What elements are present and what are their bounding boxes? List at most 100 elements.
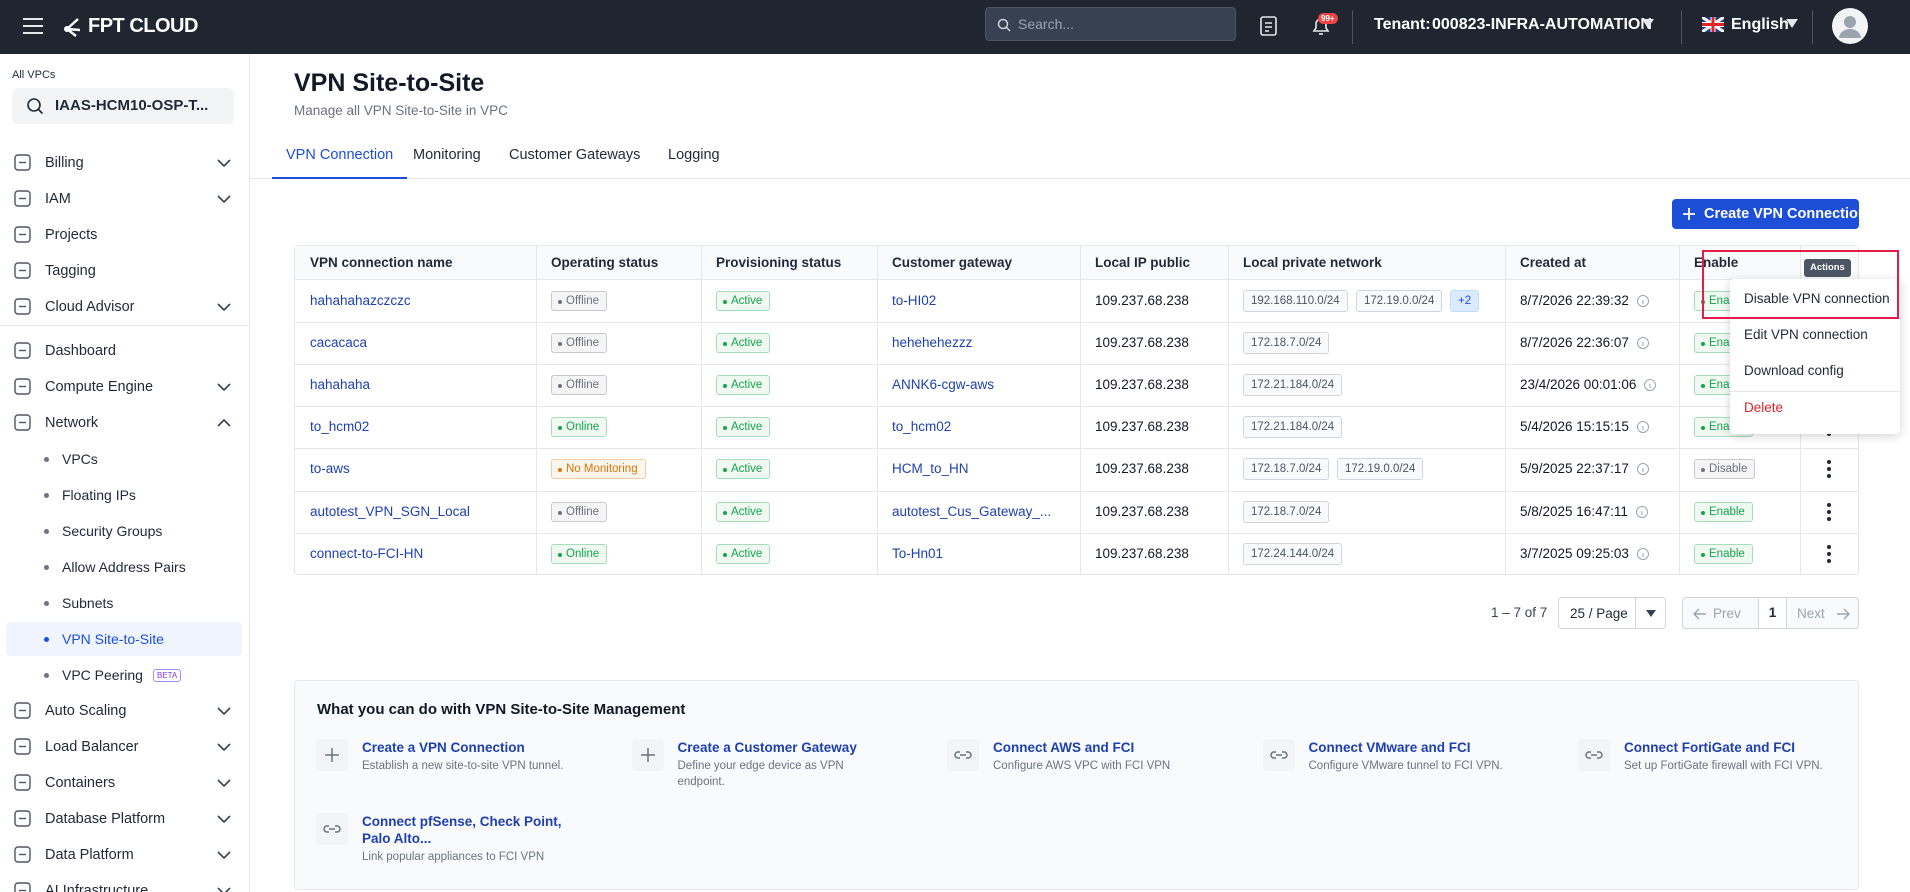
status-badge: Active [716, 417, 771, 438]
page-title: VPN Site-to-Site [294, 69, 485, 97]
tips-title: What you can do with VPN Site-to-Site Ma… [317, 701, 686, 718]
menu-item[interactable]: Download config [1744, 363, 1844, 378]
caret [1646, 610, 1656, 618]
customer-gateway[interactable]: autotest_Cus_Gateway_... [892, 503, 1052, 519]
column-divider [1679, 246, 1680, 574]
info-icon-glyph [1637, 337, 1649, 350]
row-actions[interactable] [1826, 502, 1832, 522]
tip-icon [947, 739, 979, 771]
tenant[interactable]: 000823-INFRA-AUTOMATION [1432, 16, 1652, 33]
language[interactable]: English [1731, 16, 1789, 33]
pager: Prev 1 Next [1682, 597, 1859, 629]
sidebar-item[interactable]: Security Groups [6, 514, 242, 548]
sidebar-item[interactable]: VPCs [6, 442, 242, 476]
info-icon [1636, 336, 1650, 350]
menu-item[interactable]: Disable VPN connection [1744, 291, 1890, 306]
customer-gateway[interactable]: To-Hn01 [892, 545, 944, 561]
sidebar-item[interactable]: VPN Site-to-Site [6, 622, 242, 656]
tip-title[interactable]: Connect FortiGate and FCI [1624, 740, 1796, 755]
connection-name[interactable]: connect-to-FCI-HN [310, 545, 424, 561]
sidebar-icon-glyph [14, 774, 31, 791]
connection-name[interactable]: hahahahazczczc [310, 293, 411, 309]
create-button-label: Create VPN Connection [1704, 206, 1867, 222]
row-actions[interactable] [1826, 544, 1832, 564]
connection-name[interactable]: hahahaha [310, 377, 371, 393]
column-divider [1228, 246, 1229, 574]
tab[interactable]: Customer Gateways [509, 147, 641, 163]
status-badge: Active [716, 459, 771, 480]
customer-gateway[interactable]: to_hcm02 [892, 419, 952, 435]
sidebar-item[interactable]: Database Platform [6, 802, 242, 836]
tab[interactable]: VPN Connection [272, 147, 408, 179]
sidebar-item[interactable]: Floating IPs [6, 478, 242, 512]
select-divider [1635, 598, 1636, 628]
tip-title[interactable]: Connect VMware and FCI [1308, 740, 1471, 755]
current-page[interactable]: 1 [1758, 598, 1787, 628]
tab[interactable]: Logging [668, 147, 720, 163]
menu-icon[interactable] [22, 16, 44, 36]
avatar[interactable] [1831, 7, 1869, 45]
chevron-glyph [217, 815, 231, 824]
sidebar-item[interactable]: Data Platform [6, 838, 242, 872]
sidebar-item[interactable]: Network [6, 406, 242, 440]
tip-icon-glyph [1585, 751, 1603, 759]
sidebar-item[interactable]: Dashboard [6, 334, 242, 368]
info-icon-glyph [1637, 463, 1649, 476]
connection-name[interactable]: to-aws [310, 461, 350, 477]
sidebar-item[interactable]: IAM [6, 182, 242, 216]
sidebar-item[interactable]: Load Balancer [6, 730, 242, 764]
tip-title[interactable]: Connect pfSense, Check Point, Palo Alto.… [362, 814, 562, 846]
chevron [216, 884, 232, 892]
more-chip[interactable]: +2 [1450, 290, 1480, 313]
sidebar-item[interactable]: AI Infrastructure [6, 874, 242, 892]
menu-item[interactable]: Delete [1744, 400, 1784, 415]
sidebar-item[interactable]: VPC Peering BETA [6, 658, 242, 692]
beta-badge: BETA [152, 669, 182, 682]
page-size-select[interactable]: 25 / Page [1558, 597, 1666, 629]
info-icon-glyph [1637, 547, 1649, 560]
separator [1352, 10, 1353, 44]
sidebar-icon-glyph [14, 342, 31, 359]
sidebar-item[interactable]: Compute Engine [6, 370, 242, 404]
sidebar-divider [0, 325, 249, 326]
sidebar-item[interactable]: Allow Address Pairs [6, 550, 242, 584]
sidebar-item[interactable]: Subnets [6, 586, 242, 620]
customer-gateway[interactable]: hehehehezzz [892, 335, 973, 351]
sidebar-item[interactable]: Cloud Advisor [6, 290, 242, 324]
sidebar-icon [13, 377, 33, 397]
main: VPN Site-to-Site Manage all VPN Site-to-… [250, 54, 1910, 892]
menu-item[interactable]: Edit VPN connection [1744, 327, 1868, 342]
chevron [216, 848, 232, 862]
column-header: Created at [1520, 255, 1587, 270]
customer-gateway[interactable]: ANNK6-cgw-aws [892, 377, 995, 393]
chevron-glyph [217, 195, 231, 204]
prev-arrow-glyph [1693, 608, 1706, 620]
next-button[interactable]: Next [1797, 606, 1825, 621]
search-box[interactable]: Search... [985, 7, 1236, 41]
logo[interactable]: FPT CLOUD [88, 15, 198, 37]
connection-name[interactable]: autotest_VPN_SGN_Local [310, 503, 470, 519]
sidebar-item[interactable]: Tagging [6, 254, 242, 288]
create-button[interactable]: Create VPN Connection [1672, 199, 1867, 229]
sidebar-item[interactable]: Billing [6, 146, 242, 180]
vpc-selector[interactable]: IAAS-HCM10-OSP-T... [12, 88, 234, 124]
tip-title[interactable]: Create a VPN Connection [362, 740, 525, 755]
sidebar-item[interactable]: Projects [6, 218, 242, 252]
tip-title[interactable]: Create a Customer Gateway [677, 740, 857, 755]
prev-button[interactable]: Prev [1713, 606, 1741, 621]
network-chip: 172.18.7.0/24 [1243, 500, 1330, 523]
table-header [295, 246, 1858, 280]
customer-gateway[interactable]: HCM_to_HN [892, 461, 969, 477]
tab[interactable]: Monitoring [413, 147, 481, 163]
docs-icon[interactable] [1259, 15, 1279, 37]
sidebar-item[interactable]: Auto Scaling [6, 694, 242, 728]
connection-name[interactable]: cacacaca [310, 335, 368, 351]
info-icon [1636, 294, 1650, 308]
actions-menu: Disable VPN connection Edit VPN connectio… [1730, 279, 1900, 434]
connection-name[interactable]: to_hcm02 [310, 419, 370, 435]
chevron-glyph [217, 707, 231, 716]
row-actions[interactable] [1826, 459, 1832, 479]
tip-title[interactable]: Connect AWS and FCI [993, 740, 1135, 755]
sidebar-item[interactable]: Containers [6, 766, 242, 800]
customer-gateway[interactable]: to-HI02 [892, 293, 937, 309]
